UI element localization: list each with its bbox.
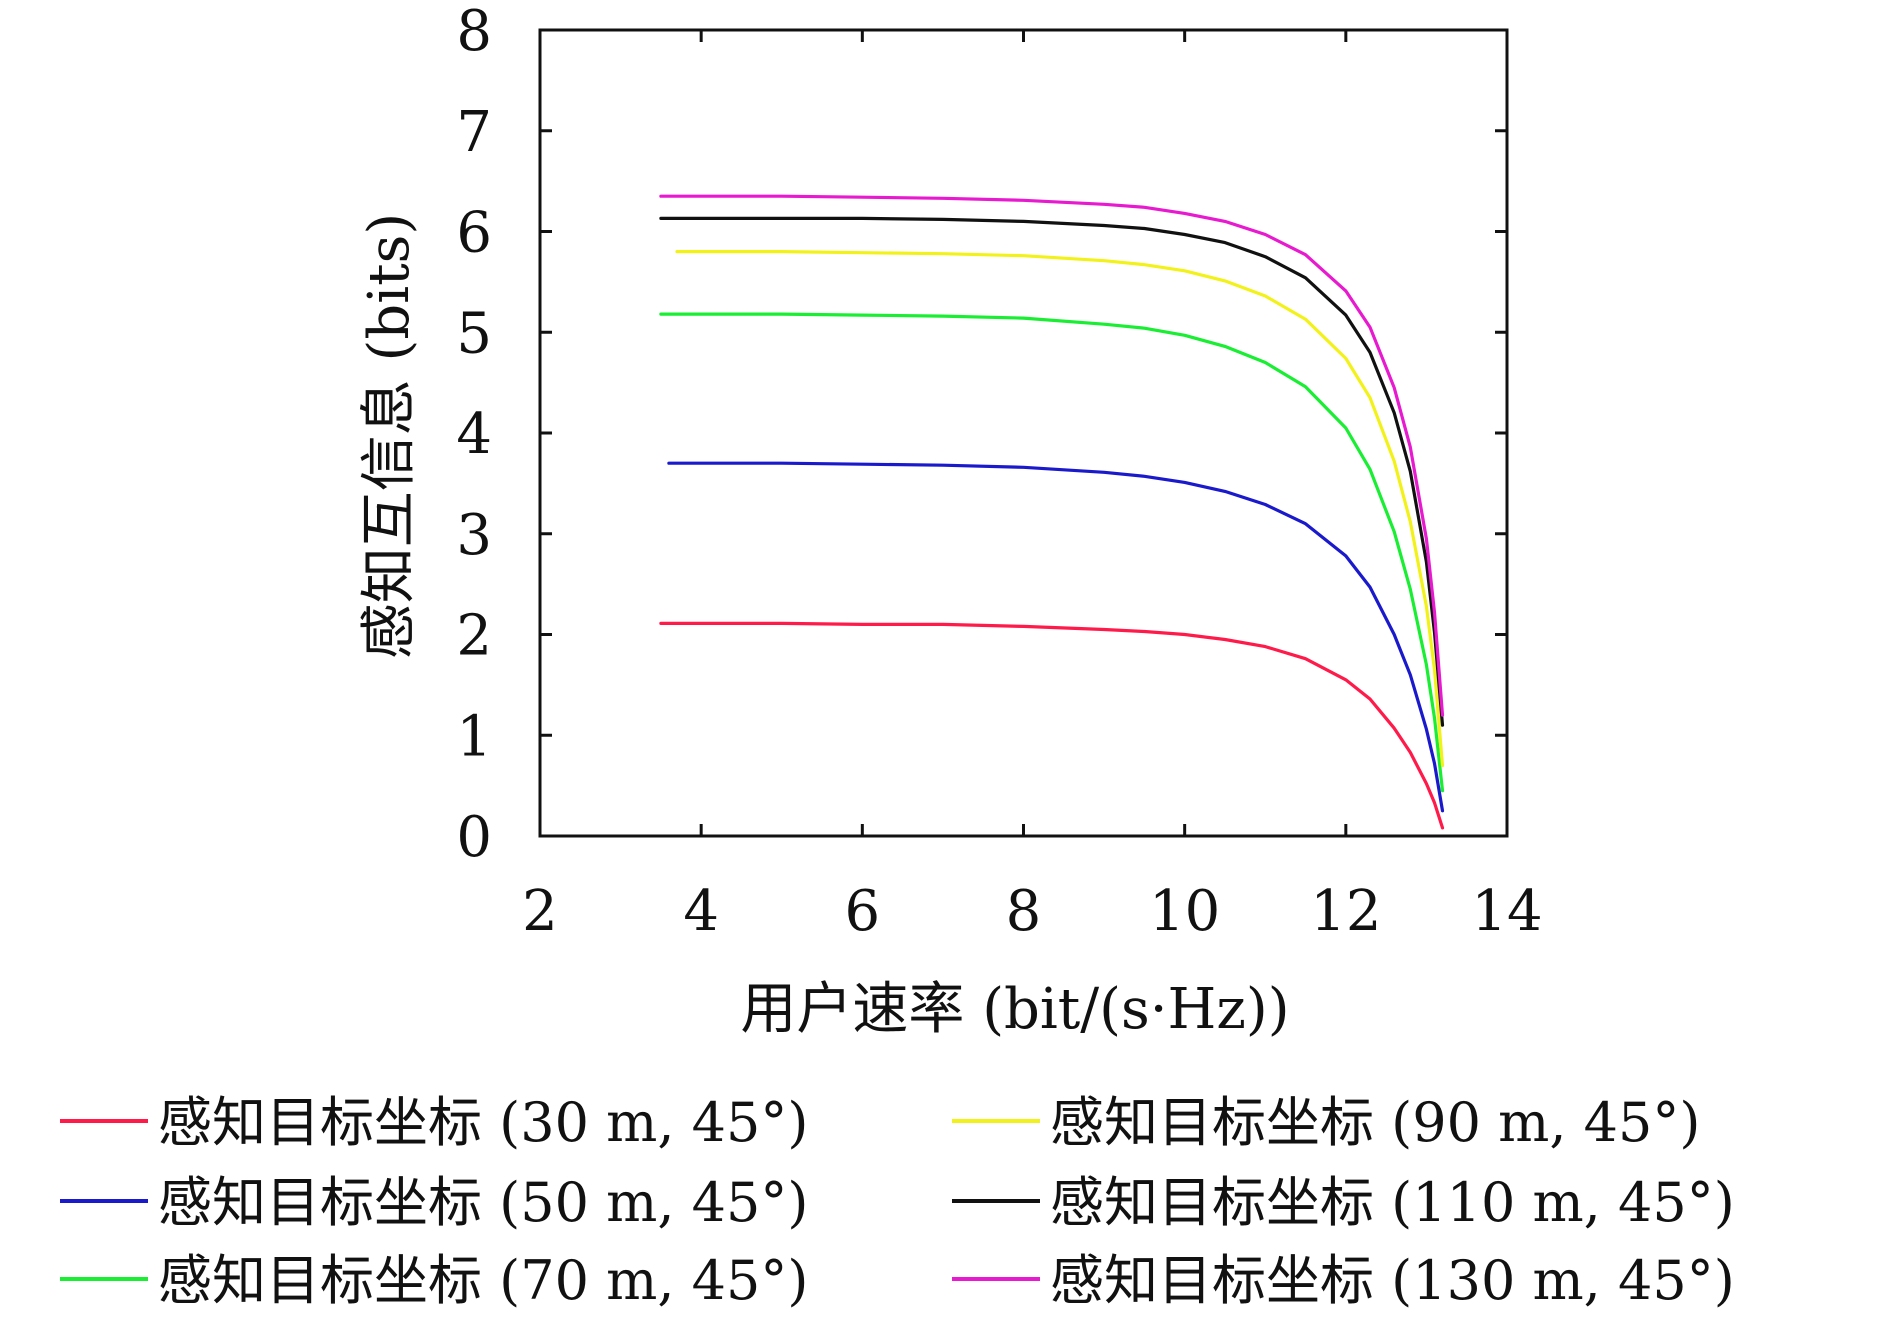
legend-label-4: 感知目标坐标 (90 m, 45°) xyxy=(1050,1091,1700,1154)
x-tick-label-12: 12 xyxy=(1310,879,1381,944)
series-line-2 xyxy=(667,461,1445,813)
x-tick-label-8: 8 xyxy=(1006,879,1042,944)
y-tick-label-6: 6 xyxy=(456,201,492,266)
x-tick-label-14: 14 xyxy=(1471,879,1542,944)
x-tick-label-4: 4 xyxy=(683,879,719,944)
y-tick-label-0: 0 xyxy=(456,805,492,870)
legend-label-5: 感知目标坐标 (110 m, 45°) xyxy=(1050,1171,1735,1234)
label-layer: 用户速率 (bit/(s·Hz)) 感知互信息 (bits) xyxy=(357,213,1290,1042)
x-tick-label-6: 6 xyxy=(845,879,881,944)
legend-label-2: 感知目标坐标 (50 m, 45°) xyxy=(158,1171,808,1234)
series-line-4 xyxy=(675,250,1445,768)
legend-item-6: 感知目标坐标 (130 m, 45°) xyxy=(952,1249,1735,1312)
legend-label-1: 感知目标坐标 (30 m, 45°) xyxy=(158,1091,808,1154)
y-tick-label-7: 7 xyxy=(456,100,492,165)
series-line-5 xyxy=(659,216,1445,727)
series-line-3 xyxy=(659,312,1445,793)
y-axis-label: 感知互信息 (bits) xyxy=(357,213,422,660)
legend: 感知目标坐标 (30 m, 45°) 感知目标坐标 (50 m, 45°) 感知目标… xyxy=(60,1091,1735,1312)
y-tick-label-4: 4 xyxy=(456,402,492,467)
x-axis-label: 用户速率 (bit/(s·Hz)) xyxy=(740,977,1289,1042)
y-tick-label-3: 3 xyxy=(456,503,492,568)
legend-item-1: 感知目标坐标 (30 m, 45°) xyxy=(60,1091,808,1154)
series-line-1 xyxy=(659,621,1445,830)
x-tick-label-2: 2 xyxy=(522,879,558,944)
legend-item-2: 感知目标坐标 (50 m, 45°) xyxy=(60,1171,808,1234)
y-tick-label-8: 8 xyxy=(456,0,492,64)
legend-label-3: 感知目标坐标 (70 m, 45°) xyxy=(158,1249,808,1312)
legend-item-5: 感知目标坐标 (110 m, 45°) xyxy=(952,1171,1735,1234)
y-tick-label-5: 5 xyxy=(456,301,492,366)
plot-layer xyxy=(659,194,1445,830)
y-tick-label-1: 1 xyxy=(456,704,492,769)
series-line-6 xyxy=(659,194,1445,717)
legend-item-4: 感知目标坐标 (90 m, 45°) xyxy=(952,1091,1700,1154)
x-tick-label-10: 10 xyxy=(1149,879,1220,944)
legend-item-3: 感知目标坐标 (70 m, 45°) xyxy=(60,1249,808,1312)
legend-label-6: 感知目标坐标 (130 m, 45°) xyxy=(1050,1249,1735,1312)
y-tick-label-2: 2 xyxy=(456,604,492,669)
